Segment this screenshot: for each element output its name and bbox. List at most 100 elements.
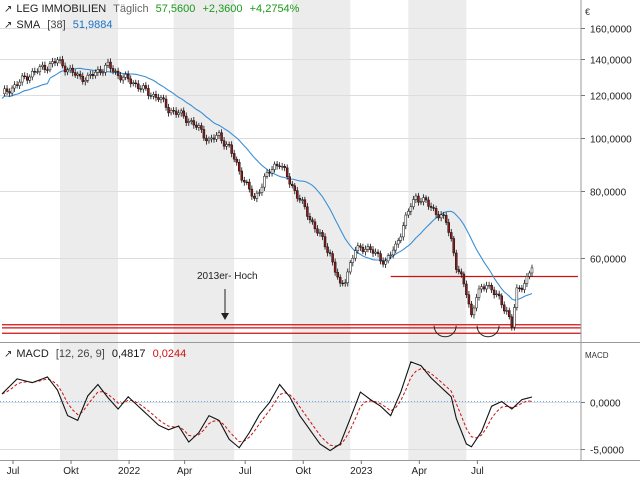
candle-body xyxy=(432,207,435,209)
candle-body xyxy=(131,82,135,85)
time-band xyxy=(60,0,119,460)
candle-body xyxy=(449,232,453,239)
candles-layer xyxy=(3,55,534,331)
candle-body xyxy=(76,73,79,76)
candle-body xyxy=(144,85,148,89)
candle-body xyxy=(316,228,319,234)
candle-body xyxy=(318,232,322,234)
candle-body xyxy=(167,107,170,114)
candle-body xyxy=(147,88,150,96)
candle-body xyxy=(434,208,438,215)
candle-body xyxy=(99,69,102,73)
candle-body xyxy=(515,287,519,308)
candle-body xyxy=(437,214,440,219)
candle-body xyxy=(402,225,405,238)
sma-icon: ↗ xyxy=(4,20,13,31)
candle-body xyxy=(134,82,138,85)
candle-body xyxy=(364,248,367,253)
price-change-pct: +4,2754% xyxy=(249,3,300,15)
candle-body xyxy=(20,75,24,83)
candle-body xyxy=(424,197,428,201)
candle-body xyxy=(94,71,97,77)
candle-body xyxy=(263,176,266,188)
candle-body xyxy=(220,132,223,141)
candle-body xyxy=(243,180,246,183)
candle-body xyxy=(190,120,193,122)
candle-body xyxy=(285,167,289,177)
candle-body xyxy=(116,70,120,76)
candle-body xyxy=(290,183,294,186)
candle-body xyxy=(303,199,307,208)
price-tick-label: 160,0000 xyxy=(590,25,632,36)
candle-body xyxy=(149,95,153,97)
candle-body xyxy=(23,75,26,78)
candle-body xyxy=(68,67,72,71)
candle-body xyxy=(321,232,324,237)
candle-body xyxy=(341,282,344,285)
candle-body xyxy=(121,76,125,81)
candle-body xyxy=(417,195,420,203)
candle-body xyxy=(530,267,534,274)
candle-body xyxy=(359,245,362,248)
candle-body xyxy=(227,144,231,146)
candle-body xyxy=(152,94,155,97)
candle-body xyxy=(505,310,509,312)
candle-body xyxy=(25,76,29,81)
candle-body xyxy=(43,64,47,70)
candle-body xyxy=(232,153,236,160)
candle-body xyxy=(427,199,430,207)
time-band xyxy=(408,0,467,460)
candle-body xyxy=(197,125,201,128)
candle-body xyxy=(86,75,90,81)
macd-tick-label: -5,0000 xyxy=(590,446,624,457)
candle-body xyxy=(139,88,143,90)
candle-body xyxy=(296,190,299,199)
candle-body xyxy=(174,110,178,115)
x-tick-label: Apr xyxy=(177,466,193,477)
candle-body xyxy=(222,140,226,147)
candle-body xyxy=(187,121,191,123)
candle-body xyxy=(182,110,185,117)
candle-body xyxy=(31,71,34,78)
candle-body xyxy=(394,243,397,251)
macd-layer xyxy=(0,361,581,452)
grid-lines xyxy=(0,28,581,450)
candle-body xyxy=(518,287,521,289)
candle-body xyxy=(202,129,206,139)
candle-body xyxy=(356,245,360,251)
candle-body xyxy=(381,260,385,265)
candle-body xyxy=(142,85,145,90)
candle-body xyxy=(419,201,423,203)
candle-body xyxy=(349,262,352,273)
candle-body xyxy=(452,238,456,254)
candle-body xyxy=(33,71,37,73)
candle-body xyxy=(195,124,198,128)
candle-body xyxy=(480,286,483,290)
candle-body xyxy=(444,215,448,223)
candle-body xyxy=(177,112,180,115)
macd-value1: 0,4817 xyxy=(111,348,146,360)
candle-body xyxy=(192,120,196,126)
candle-body xyxy=(467,294,471,305)
candle-body xyxy=(124,74,127,78)
annotation-group: 2013er- Hoch xyxy=(197,271,258,320)
candle-body xyxy=(407,211,410,216)
candle-body xyxy=(520,287,524,290)
candle-body xyxy=(308,216,312,221)
candle-body xyxy=(409,206,413,212)
candle-body xyxy=(485,285,488,290)
price-change: +2,3600 xyxy=(202,3,243,15)
candle-body xyxy=(311,219,314,223)
candle-body xyxy=(351,257,355,263)
candle-body xyxy=(225,144,228,147)
candle-body xyxy=(336,271,339,278)
candle-body xyxy=(447,222,450,233)
candle-body xyxy=(126,74,130,80)
candle-body xyxy=(66,69,69,73)
currency-label: € xyxy=(585,7,590,17)
candle-body xyxy=(28,76,32,81)
candle-body xyxy=(371,249,375,254)
candle-body xyxy=(154,94,158,98)
candle-body xyxy=(36,71,39,73)
